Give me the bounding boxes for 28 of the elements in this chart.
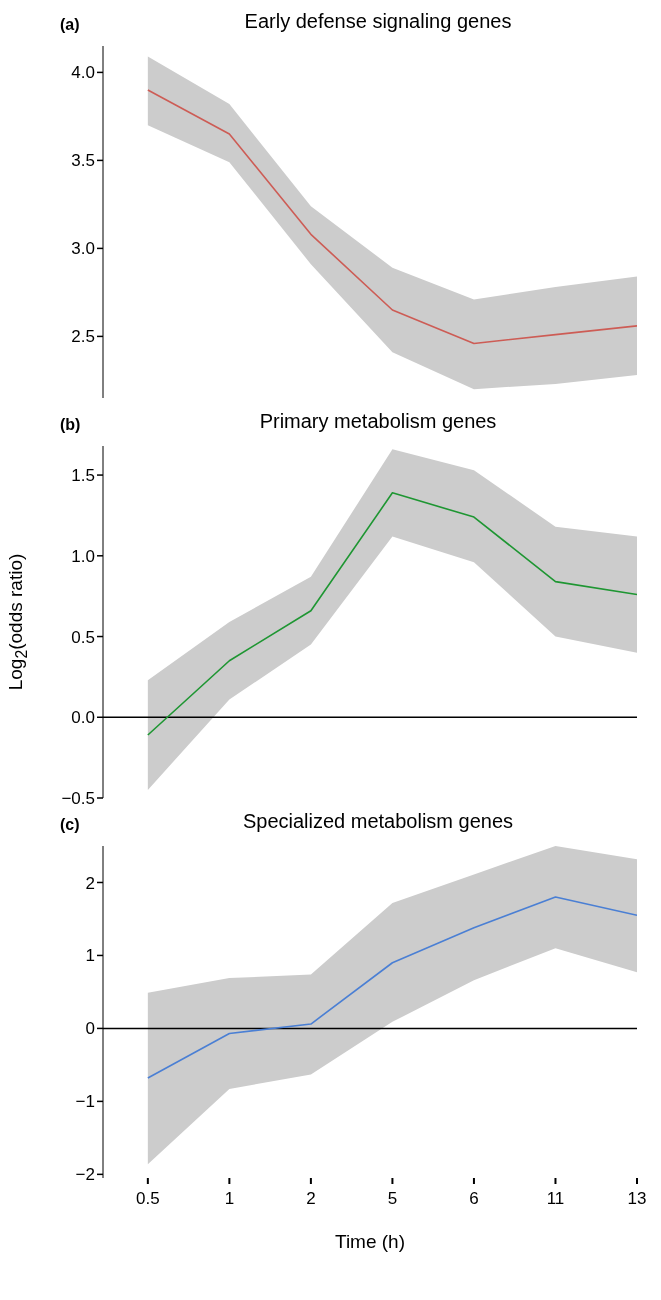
x-tick-label: 5	[387, 1189, 398, 1209]
text: (a)	[60, 16, 80, 34]
x-tick-label: 2	[306, 1189, 316, 1209]
text: (b)	[60, 416, 81, 434]
y-tick-label: 2	[85, 873, 95, 893]
x-tick-label: 0.5	[136, 1189, 160, 1209]
y-tick-label: 1.5	[71, 466, 95, 486]
y-tick-label: 4.0	[71, 63, 95, 83]
y-tick-label: −1	[75, 1092, 95, 1112]
text: (c)	[60, 816, 80, 834]
x-tick-label: 1	[224, 1189, 235, 1209]
y-tick-label: 0.0	[71, 708, 95, 728]
y-tick-label: 1	[85, 946, 95, 966]
x-tick-label: 11	[546, 1189, 565, 1209]
chart-title: Early defense signaling genes	[243, 10, 513, 33]
y-tick-label: 2.5	[71, 327, 95, 347]
x-tick-label: 13	[627, 1189, 647, 1209]
y-tick-label: 3.5	[71, 151, 95, 171]
y-tick-label: 0.5	[71, 627, 95, 647]
y-tick-label: −0.5	[61, 789, 95, 809]
x-tick-label: 6	[469, 1189, 479, 1209]
x-axis-title: Time (h)	[334, 1231, 406, 1252]
y-tick-label: −2	[75, 1165, 95, 1185]
y-tick-label: 3.0	[71, 239, 95, 259]
y-tick-label: 0	[85, 1019, 95, 1039]
chart-title: Specialized metabolism genes	[241, 810, 515, 833]
chart-title: Primary metabolism genes	[258, 410, 498, 433]
y-tick-label: 1.0	[71, 546, 95, 566]
